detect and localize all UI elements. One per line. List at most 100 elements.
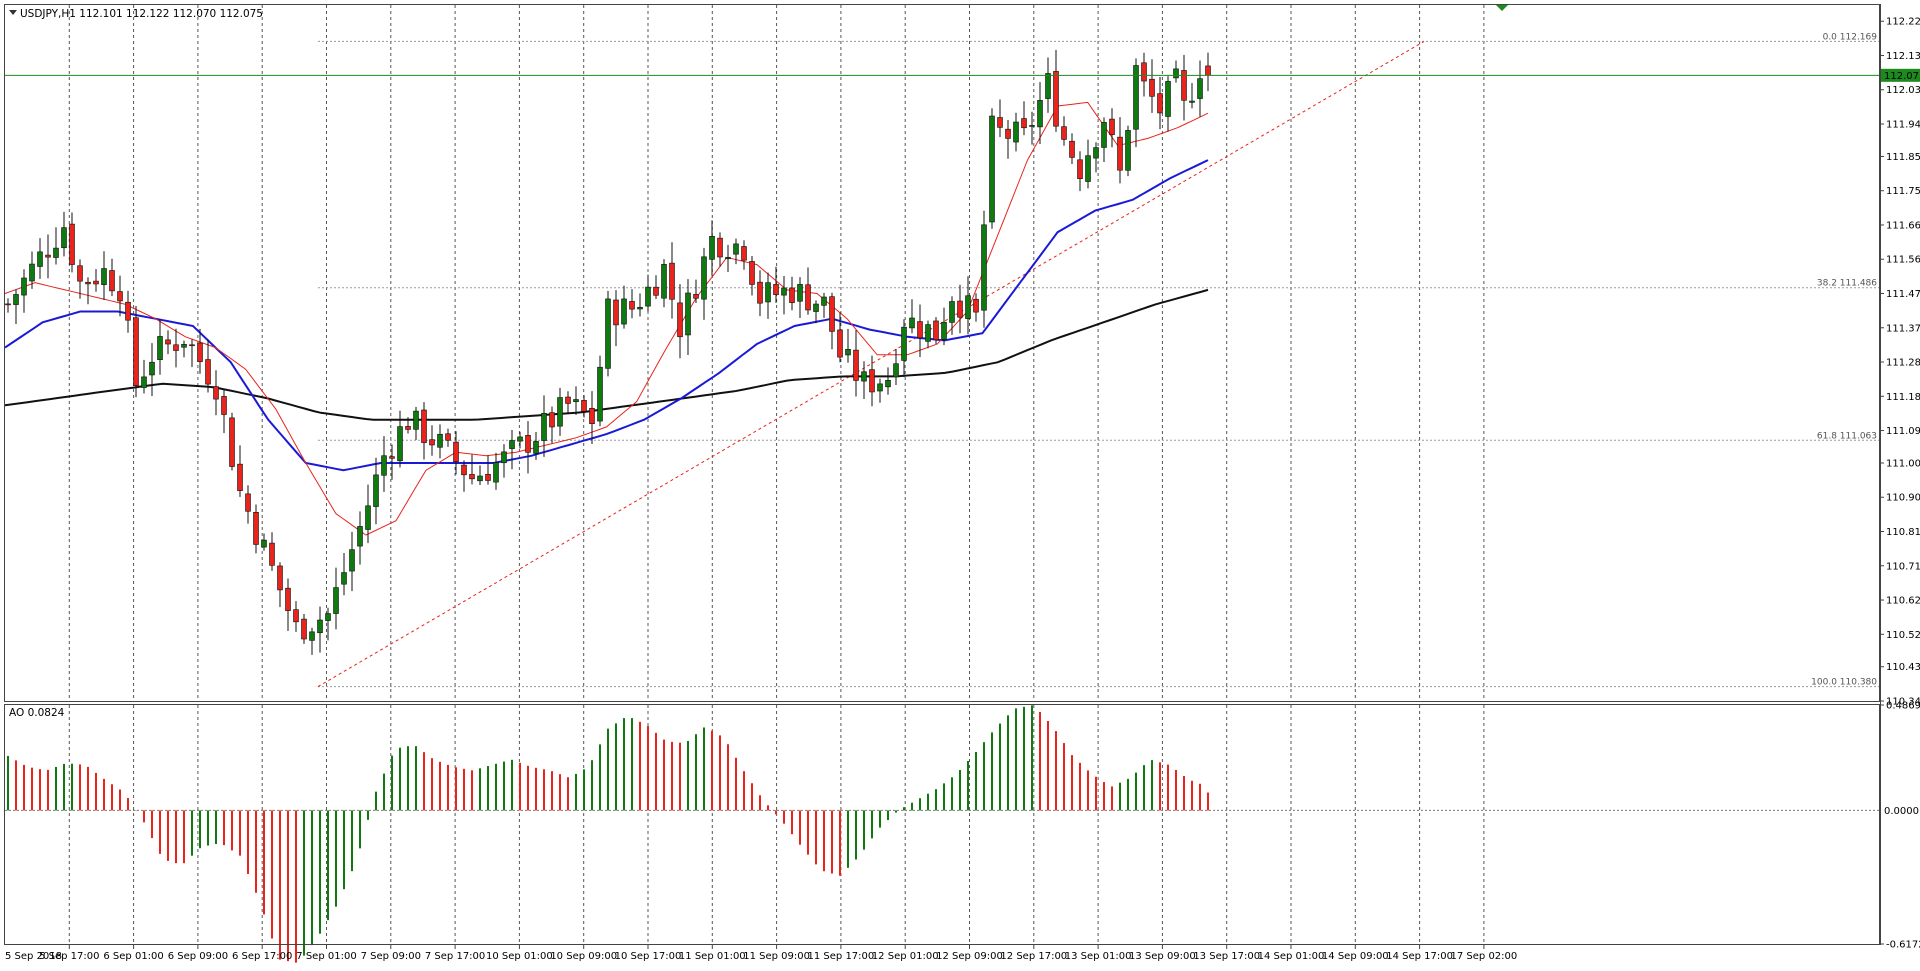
- candle-bear: [933, 320, 939, 341]
- time-axis-label: 11 Sep 09:00: [743, 951, 810, 962]
- price-axis-label: 111.185: [1886, 392, 1920, 403]
- candle-bear: [165, 339, 171, 345]
- candle-bull: [325, 613, 331, 621]
- time-axis-label: 14 Sep 17:00: [1386, 951, 1453, 962]
- candle-bear: [829, 296, 835, 332]
- candle-bull: [813, 303, 819, 312]
- time-axis-label: 14 Sep 01:00: [1258, 951, 1325, 962]
- moving-averages: [4, 101, 1209, 536]
- time-axis-label: 11 Sep 01:00: [679, 951, 746, 962]
- candle-bear: [245, 493, 251, 512]
- fibonacci-retracement[interactable]: 0.0 112.169 38.2 111.486 61.8 111.063 100.0…: [317, 32, 1880, 688]
- candle-bull: [877, 383, 883, 392]
- candle-bull: [701, 256, 707, 300]
- candle-bear: [1069, 140, 1075, 158]
- candle-bull: [709, 236, 715, 260]
- price-axis-label: 110.340: [1886, 697, 1920, 708]
- time-axis-label: 5 Sep 17:00: [39, 951, 99, 962]
- candle-bear: [1141, 62, 1147, 82]
- current-price-label-bg: [1881, 68, 1920, 82]
- candle-bear: [917, 321, 923, 339]
- time-axis-label: 12 Sep 17:00: [1000, 951, 1067, 962]
- candle-bear: [405, 426, 411, 430]
- candle-bull: [141, 376, 147, 388]
- time-axis-label: 13 Sep 09:00: [1129, 951, 1196, 962]
- candle-bull: [341, 572, 347, 585]
- candle-bear: [445, 433, 451, 441]
- candle-bear: [525, 435, 531, 453]
- price-axis-label: 112.130: [1886, 51, 1920, 62]
- candle-bull: [157, 336, 163, 360]
- price-axis-label: 112.225: [1886, 17, 1920, 28]
- candle-bear: [957, 300, 963, 318]
- price-axis-label: 112.035: [1886, 85, 1920, 96]
- candle-bear: [485, 474, 491, 481]
- price-axis-label: 110.905: [1886, 493, 1920, 504]
- time-axis-label: 12 Sep 01:00: [872, 951, 939, 962]
- candle-bull: [989, 115, 995, 223]
- candle-bear: [85, 281, 91, 285]
- candle-bear: [421, 409, 427, 443]
- candle-bear: [749, 261, 755, 285]
- candle-bull: [845, 348, 851, 356]
- candle-bear: [133, 317, 139, 386]
- candle-bear: [109, 270, 115, 292]
- candle-bear: [717, 237, 723, 258]
- price-axis-label: 111.755: [1886, 186, 1920, 197]
- candle-bull: [533, 441, 539, 454]
- candle-bear: [1005, 128, 1011, 139]
- ao-zero-label-bg: [1881, 804, 1920, 817]
- price-axis-label: 111.565: [1886, 255, 1920, 266]
- time-axis-label: 7 Sep 09:00: [361, 951, 421, 962]
- ma-mid-line: [4, 159, 1209, 472]
- time-axis-label: 11 Sep 17:00: [808, 951, 875, 962]
- candle-bull: [397, 426, 403, 462]
- ao-zero-label: 0.0000: [1884, 806, 1919, 817]
- candle-bull: [365, 505, 371, 530]
- candle-bear: [469, 474, 475, 480]
- candle-bull: [381, 455, 387, 476]
- time-axis-label: 13 Sep 17:00: [1193, 951, 1260, 962]
- candle-bull: [597, 366, 603, 422]
- time-axis-label: 17 Sep 02:00: [1451, 951, 1518, 962]
- candle-bull: [477, 475, 483, 482]
- candle-bear: [237, 463, 243, 491]
- candle-bull: [149, 361, 155, 376]
- candle-bear: [429, 439, 435, 446]
- candle-bear: [613, 299, 619, 326]
- awesome-oscillator-bars: [5, 705, 1880, 963]
- candle-bull: [1093, 147, 1099, 159]
- candle-bear: [189, 344, 195, 347]
- candle-bull: [965, 295, 971, 319]
- candle-bear: [1117, 136, 1123, 171]
- candle-bull: [517, 436, 523, 442]
- shift-marker-icon[interactable]: [1496, 5, 1508, 11]
- candle-bull: [1165, 81, 1171, 117]
- candle-bull: [1197, 78, 1203, 99]
- candle-bear: [1021, 118, 1027, 129]
- candle-bear: [1157, 93, 1163, 114]
- candle-bear: [5, 303, 11, 306]
- candle-bear: [629, 301, 635, 310]
- time-axis-label: 13 Sep 01:00: [1065, 951, 1132, 962]
- main-panel-frame: [4, 4, 1880, 702]
- candle-bull: [37, 251, 43, 267]
- candle-bear: [125, 301, 131, 321]
- ma-fast-line: [4, 101, 1209, 536]
- grid: [68, 5, 1485, 944]
- candle-bull: [357, 526, 363, 547]
- candle-bear: [973, 298, 979, 313]
- candle-bear: [197, 342, 203, 362]
- candle-bull: [1037, 100, 1043, 128]
- time-axis-label: 14 Sep 09:00: [1322, 951, 1389, 962]
- time-axis-label: 6 Sep 09:00: [168, 951, 228, 962]
- candle-bear: [757, 281, 763, 304]
- candle-bull: [493, 462, 499, 483]
- candle-bear: [581, 400, 587, 412]
- candle-bull: [13, 294, 19, 305]
- candle-bull: [637, 306, 643, 310]
- candle-bull: [893, 363, 899, 378]
- candle-bull: [557, 397, 563, 427]
